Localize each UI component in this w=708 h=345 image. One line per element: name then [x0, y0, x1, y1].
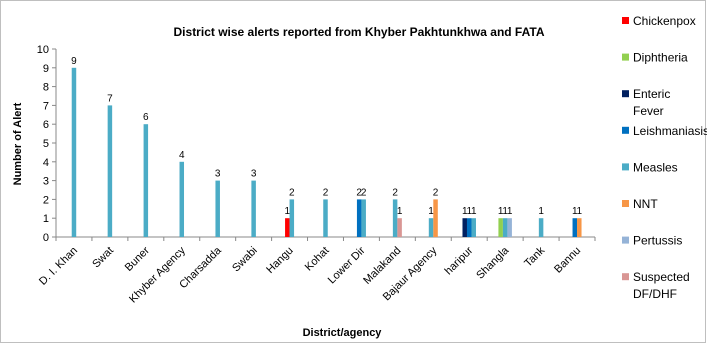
data-label: 2 — [289, 187, 295, 198]
x-tick-label: Swabi — [230, 245, 260, 275]
data-label: 2 — [323, 187, 329, 198]
bar — [285, 218, 290, 237]
bar — [356, 199, 362, 237]
legend-swatch — [622, 90, 629, 98]
x-tick-label: haripur — [443, 244, 476, 277]
bar — [107, 105, 113, 238]
bar — [538, 218, 544, 237]
data-label: 9 — [71, 56, 77, 67]
x-tick-label: Bannu — [552, 245, 583, 276]
bar — [323, 199, 328, 237]
x-axis-title: District/agency — [303, 327, 383, 339]
x-tick-label: Shangla — [474, 244, 512, 282]
bar — [397, 218, 402, 237]
y-tick-label: 10 — [37, 44, 49, 56]
data-label: 1 — [572, 206, 578, 217]
x-tick-label: Tank — [522, 244, 547, 269]
legend-swatch — [622, 236, 629, 244]
data-label: 4 — [179, 150, 185, 161]
bar — [471, 218, 476, 237]
legend-label: Leishmaniasis — [633, 124, 707, 138]
legend: Chickenpox Diphtheria Enteric Fever Leishman… — [622, 14, 707, 301]
bar — [143, 124, 149, 237]
data-label: 1 — [466, 206, 472, 217]
data-label: 1 — [507, 206, 513, 217]
x-tick-label: Swat — [90, 245, 116, 271]
y-tick-label: 5 — [43, 138, 49, 150]
legend-swatch — [622, 53, 629, 61]
legend-swatch — [622, 17, 629, 24]
data-label: 3 — [251, 169, 257, 180]
bar — [361, 199, 366, 237]
data-label: 1 — [397, 206, 403, 217]
bar — [572, 218, 578, 237]
y-tick-label: 6 — [43, 119, 49, 131]
data-label: 2 — [433, 187, 439, 198]
legend-label: Pertussis — [633, 234, 682, 248]
bar — [428, 218, 434, 237]
bar — [507, 218, 512, 237]
data-label: 2 — [361, 187, 367, 198]
legend-label: Measles — [633, 160, 678, 174]
legend-swatch — [622, 163, 629, 171]
data-label: 1 — [498, 206, 504, 217]
data-label: 1 — [538, 206, 544, 217]
y-tick-label: 3 — [43, 176, 49, 188]
x-tick-label: D. I. Khan — [37, 245, 80, 288]
y-tick-label: 4 — [43, 157, 49, 169]
bar — [498, 218, 503, 237]
y-tick-label: 9 — [43, 63, 49, 75]
data-label: 2 — [392, 187, 398, 198]
legend-label: Enteric Fever — [633, 87, 670, 118]
data-label: 1 — [577, 206, 583, 217]
data-label: 1 — [285, 206, 291, 217]
bar — [462, 218, 467, 237]
bar — [392, 199, 398, 237]
y-tick-label: 0 — [43, 232, 49, 244]
bar — [215, 180, 220, 237]
bar — [179, 161, 185, 237]
data-label: 1 — [462, 206, 468, 217]
data-label: 7 — [107, 93, 113, 104]
data-label: 1 — [471, 206, 477, 217]
y-tick-label: 8 — [43, 82, 49, 94]
x-tick-label: Buner — [123, 244, 152, 273]
bar — [289, 199, 295, 237]
y-tick-label: 2 — [43, 194, 49, 206]
data-label: 3 — [215, 169, 221, 180]
y-tick-label: 1 — [43, 213, 49, 225]
data-label: 6 — [143, 112, 149, 123]
legend-swatch — [622, 200, 629, 207]
x-tick-label: Hangu — [264, 245, 295, 276]
data-label: 1 — [502, 206, 508, 217]
bar — [466, 218, 472, 237]
data-label: 1 — [428, 206, 434, 217]
legend-swatch — [622, 273, 629, 281]
legend-label: Suspected DF/DHF — [633, 270, 690, 301]
legend-label: NNT — [633, 197, 658, 211]
legend-label: Chickenpox — [633, 14, 696, 28]
bar — [251, 180, 256, 237]
y-tick-label: 7 — [43, 100, 49, 112]
data-label: 2 — [356, 187, 362, 198]
bar — [502, 218, 508, 237]
chart-title: District wise alerts reported from Khybe… — [174, 25, 545, 39]
legend-label: Diphtheria — [633, 51, 688, 65]
x-tick-label: Kohat — [303, 245, 332, 274]
bar — [433, 199, 438, 237]
legend-swatch — [622, 126, 629, 134]
y-axis-title: Number of Alert — [12, 102, 24, 185]
bar — [71, 67, 77, 237]
x-tick-label: Lower Dir — [326, 244, 368, 286]
bar — [577, 218, 582, 237]
